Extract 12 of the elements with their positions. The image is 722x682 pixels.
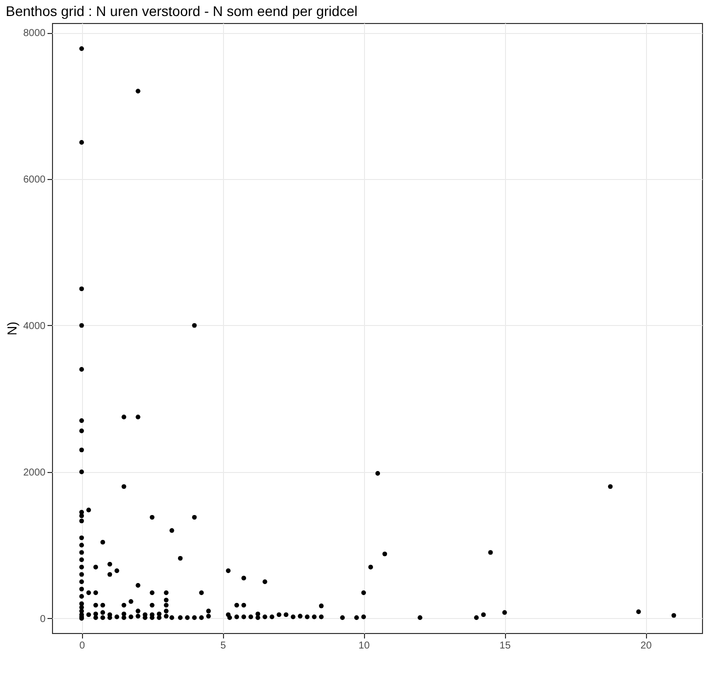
y-tick-label: 2000 [23,467,46,478]
x-tick-label: 5 [220,640,226,652]
y-tick-label: 8000 [23,28,46,40]
x-tick-label: 20 [640,640,652,652]
x-tick-label: 15 [500,640,512,652]
chart-title: Benthos grid : N uren verstoord - N som eend per gridcel [6,3,358,19]
y-tick-label: 6000 [23,174,46,186]
x-tick-label: 10 [358,640,370,652]
y-tick-label: 0 [40,614,46,625]
x-tick-label: 0 [79,640,86,652]
y-axis-title: N) [4,322,20,336]
y-tick-label: 4000 [23,320,46,332]
